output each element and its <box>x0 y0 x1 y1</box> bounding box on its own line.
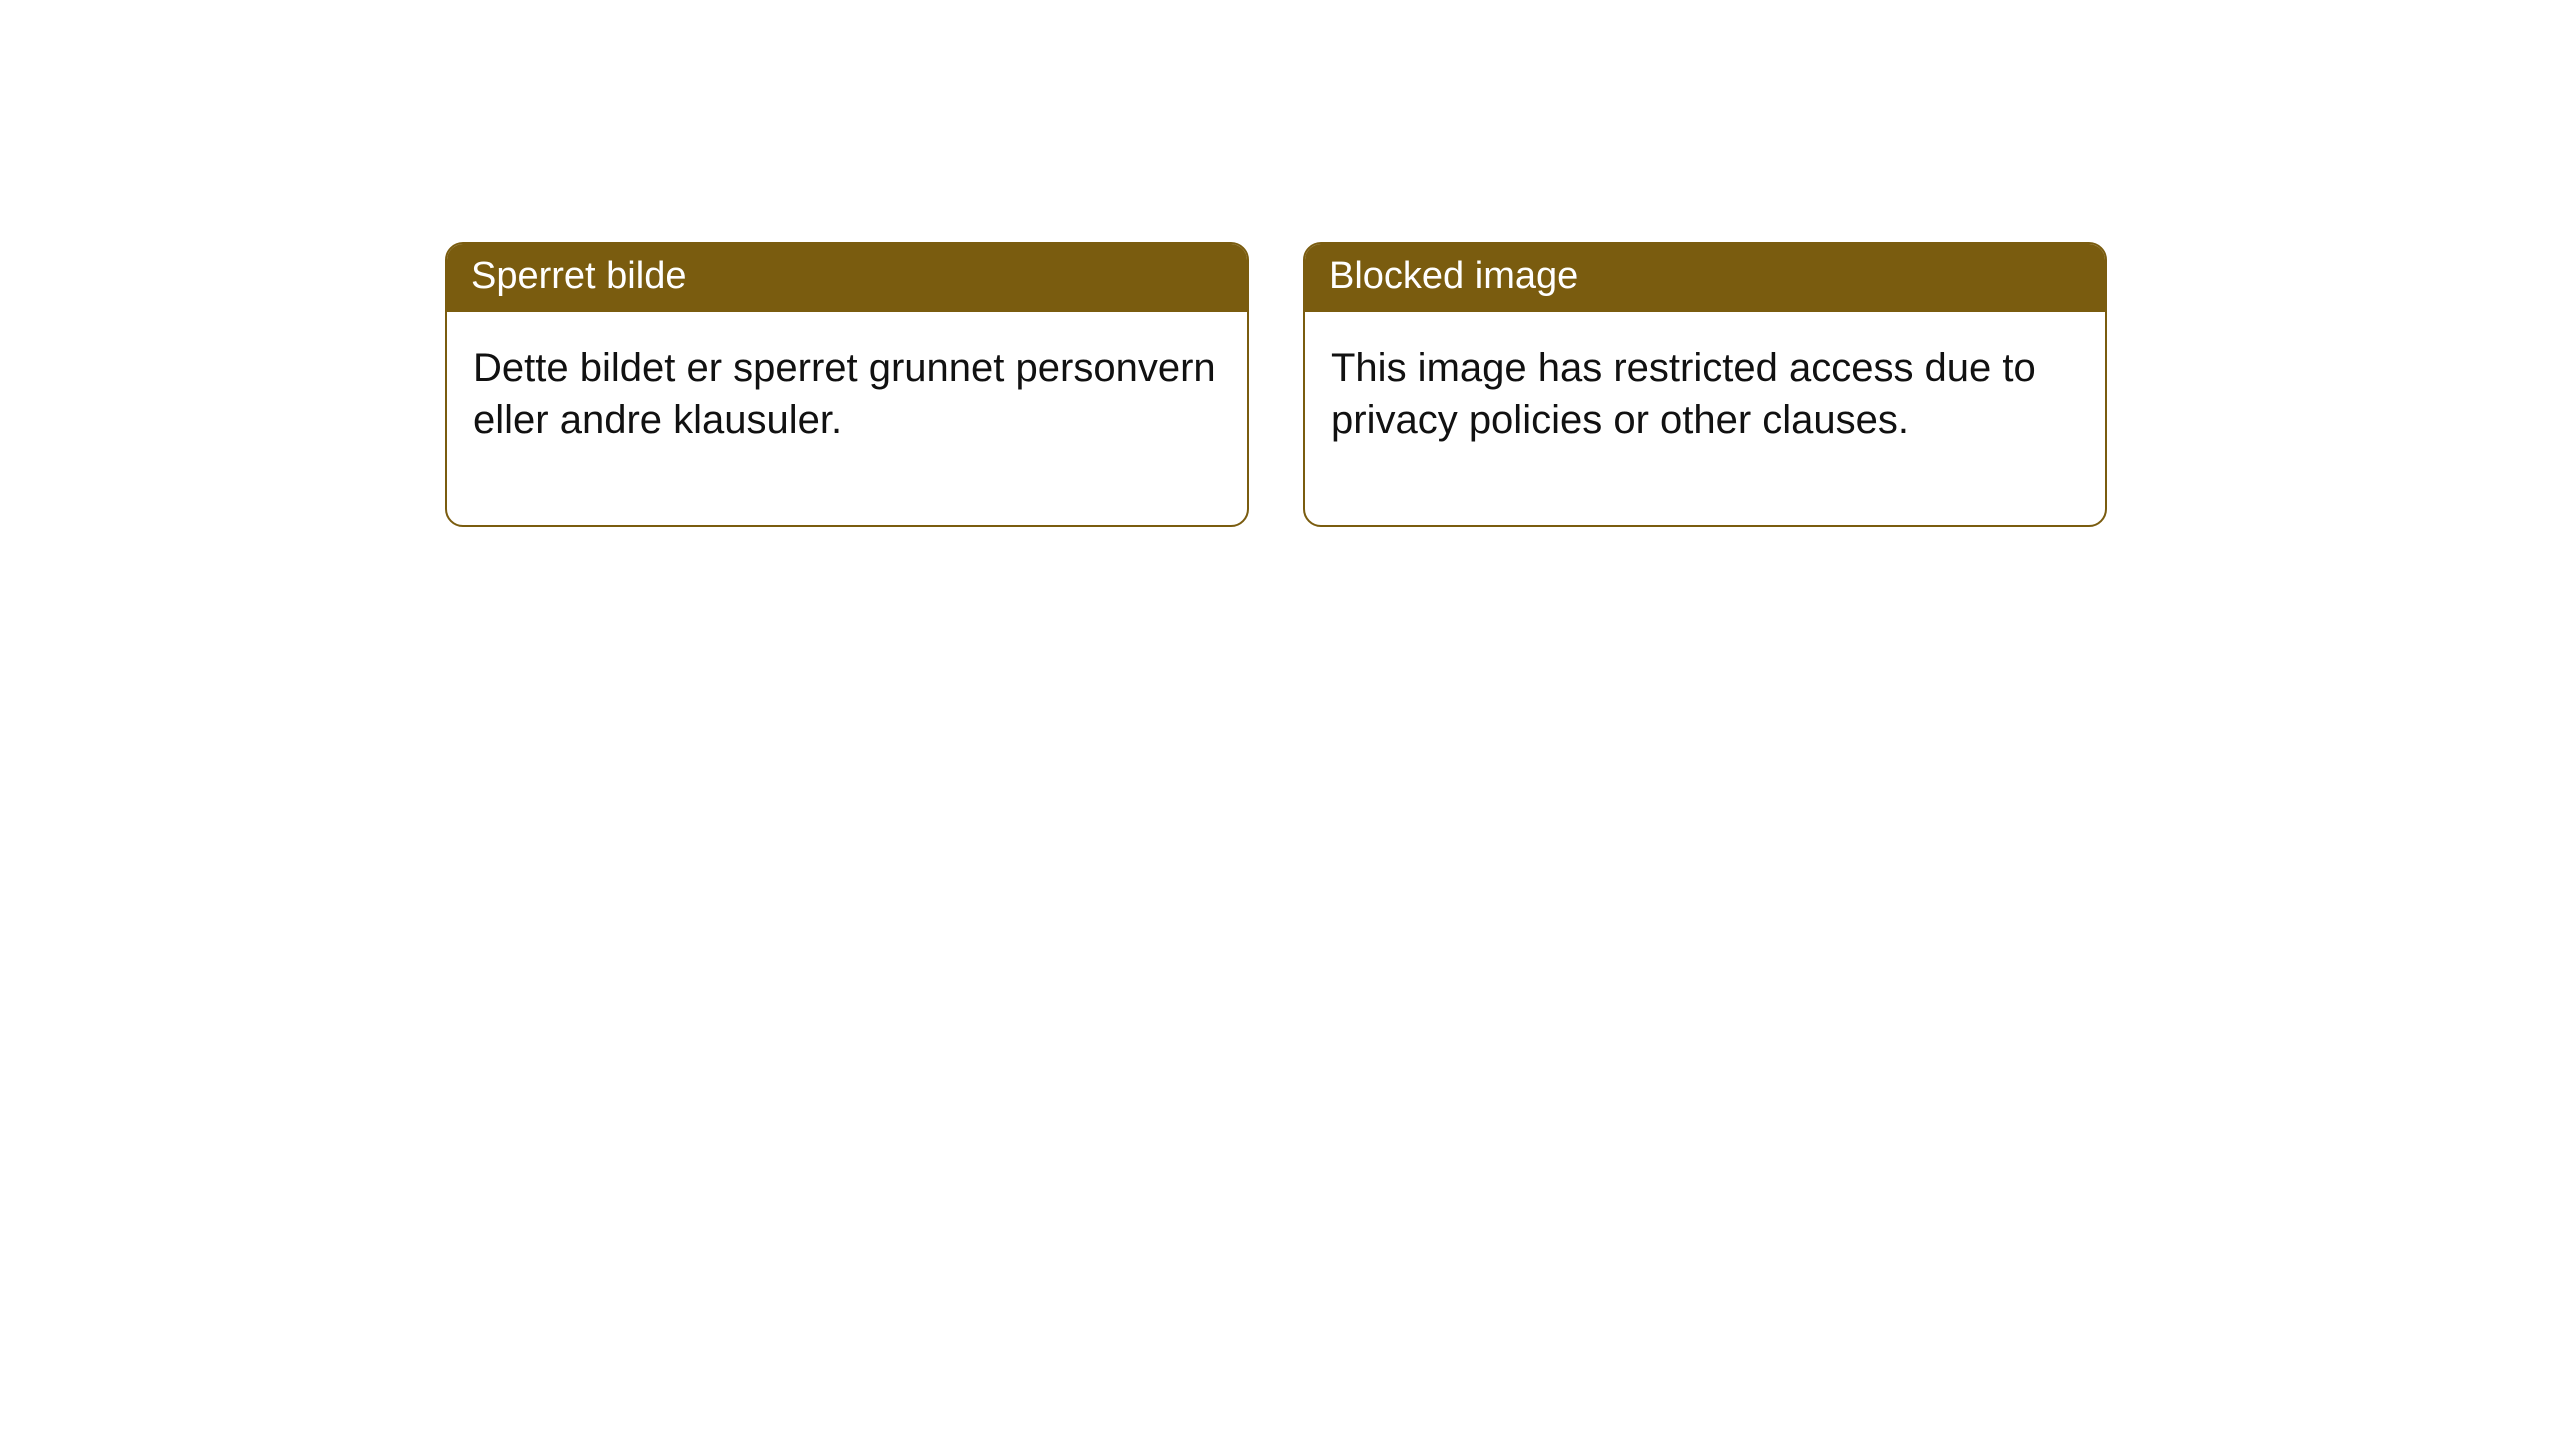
notice-card-header: Sperret bilde <box>447 244 1247 312</box>
notice-cards-row: Sperret bilde Dette bildet er sperret gr… <box>445 242 2107 527</box>
notice-card-norwegian: Sperret bilde Dette bildet er sperret gr… <box>445 242 1249 527</box>
notice-card-english: Blocked image This image has restricted … <box>1303 242 2107 527</box>
notice-card-body: Dette bildet er sperret grunnet personve… <box>447 312 1247 526</box>
notice-card-header: Blocked image <box>1305 244 2105 312</box>
notice-card-body: This image has restricted access due to … <box>1305 312 2105 526</box>
